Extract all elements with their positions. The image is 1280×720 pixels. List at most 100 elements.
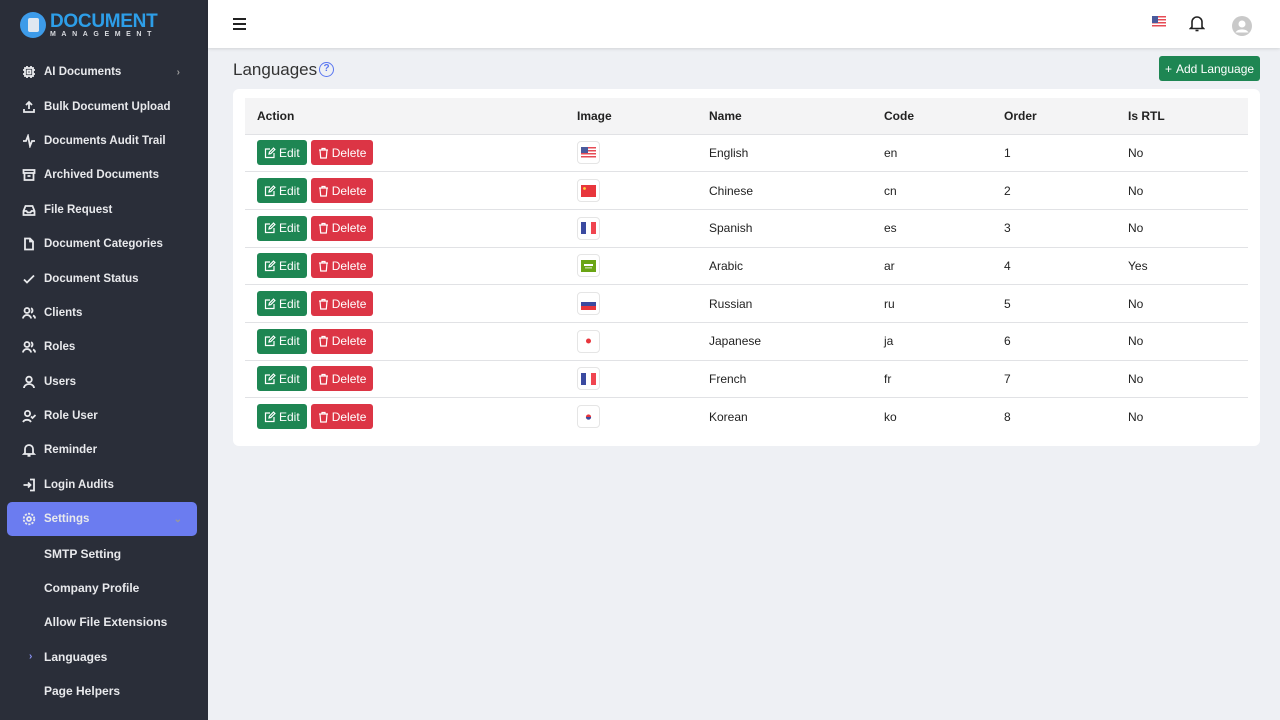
language-flag-us-icon[interactable] [1152,16,1166,28]
table-row: Edit Delete Spanish es 3 No [245,208,1248,248]
rtl-cell: No [1116,171,1248,210]
sidebar-item-label: Reminder [44,444,98,457]
delete-button[interactable]: Delete [310,140,374,166]
rtl-cell: Yes [1116,246,1248,285]
check-icon [23,274,35,284]
delete-button[interactable]: Delete [310,253,374,279]
logo-icon [20,12,46,38]
languages-card: Action Image Name Code Order Is RTL Edit Delet… [233,89,1260,446]
code-cell: ko [872,397,992,436]
sidebar-item-ai-documents[interactable]: AI Documents › [0,55,208,89]
column-header-image[interactable]: Image [565,98,697,134]
delete-button[interactable]: Delete [310,215,374,241]
delete-button[interactable]: Delete [310,328,374,354]
sidebar-item-documents-audit-trail[interactable]: Documents Audit Trail [0,124,208,158]
delete-button[interactable]: Delete [310,366,374,392]
sidebar-subitem-company-profile[interactable]: Company Profile [0,571,208,605]
table-row: Edit Delete Korean ko 8 No [245,397,1248,436]
name-cell: English [697,133,872,172]
help-icon[interactable]: ? [319,62,334,77]
sidebar-subitem-allow-file-extensions[interactable]: Allow File Extensions [0,605,208,639]
code-cell: ja [872,321,992,361]
sidebar-item-bulk-document-upload[interactable]: Bulk Document Upload [0,89,208,123]
flag-kr-icon [577,405,600,429]
sidebar-item-users[interactable]: Users [0,365,208,399]
edit-icon [264,184,276,196]
archive-icon [22,169,36,182]
trash-icon [318,298,328,310]
edit-label: Edit [279,258,300,273]
edit-label: Edit [279,409,300,424]
sidebar-item-roles[interactable]: Roles [0,330,208,364]
trash-icon [318,411,328,423]
table-row: Edit Delete English en 1 No [245,133,1248,172]
delete-button[interactable]: Delete [310,404,374,430]
column-header-action[interactable]: Action [245,98,565,134]
file-icon [24,237,34,251]
delete-label: Delete [331,409,367,424]
edit-button[interactable]: Edit [257,366,307,392]
plus-icon: + [1164,61,1172,76]
sidebar-item-login-audits[interactable]: Login Audits [0,468,208,502]
delete-label: Delete [331,145,367,160]
sidebar-item-role-user[interactable]: Role User [0,399,208,433]
delete-button[interactable]: Delete [310,291,374,317]
edit-button[interactable]: Edit [257,215,307,241]
user-check-icon [22,410,36,423]
sidebar-item-reminder[interactable]: Reminder [0,433,208,467]
sidebar-item-label: Archived Documents [44,169,160,182]
rtl-cell: No [1116,359,1248,398]
sidebar-item-label: Login Audits [44,478,114,491]
order-cell: 1 [992,133,1116,172]
edit-button[interactable]: Edit [257,178,307,204]
edit-label: Edit [279,296,300,311]
sidebar-item-file-request[interactable]: File Request [0,193,208,227]
sidebar-subitem-languages[interactable]: › Languages [0,640,208,674]
sidebar-item-label: Document Status [44,272,139,285]
column-header-name[interactable]: Name [697,98,872,134]
name-cell: Korean [697,397,872,436]
edit-button[interactable]: Edit [257,140,307,166]
avatar[interactable] [1232,16,1252,36]
order-cell: 5 [992,284,1116,323]
image-cell [565,397,697,436]
sidebar-subitem-smtp-setting[interactable]: SMTP Setting [0,536,208,570]
edit-button[interactable]: Edit [257,291,307,317]
menu-toggle-icon[interactable] [233,18,246,33]
sidebar-item-label: Roles [44,341,76,354]
column-header-order[interactable]: Order [992,98,1116,134]
action-cell: Edit Delete [245,284,565,323]
edit-button[interactable]: Edit [257,404,307,430]
name-cell: Spanish [697,208,872,248]
edit-icon [264,335,276,347]
image-cell [565,284,697,323]
sidebar-subitem-label: SMTP Setting [44,546,122,561]
edit-icon [264,222,276,234]
sidebar-subitem-page-helpers[interactable]: Page Helpers [0,674,208,708]
sidebar-subitem-label: Languages [44,649,108,664]
bell-icon [22,444,36,458]
table-row: Edit Delete French fr 7 No [245,359,1248,398]
edit-button[interactable]: Edit [257,328,307,354]
edit-button[interactable]: Edit [257,253,307,279]
add-language-button[interactable]: + Add Language [1159,56,1260,81]
sidebar-item-archived-documents[interactable]: Archived Documents [0,158,208,192]
login-icon [23,478,35,492]
flag-sa-icon [577,254,600,278]
column-header-code[interactable]: Code [872,98,992,134]
name-cell: French [697,359,872,398]
edit-icon [264,147,276,158]
sidebar-item-settings[interactable]: Settings ⌄ [7,502,197,537]
sidebar-item-document-status[interactable]: Document Status [0,261,208,295]
edit-label: Edit [279,221,300,236]
edit-icon [264,260,276,272]
bell-icon[interactable] [1189,15,1205,32]
flag-jp-icon [577,329,600,353]
logo[interactable]: DOCUMENT MANAGEMENT [20,12,158,38]
sidebar-item-document-categories[interactable]: Document Categories [0,227,208,261]
delete-button[interactable]: Delete [310,178,374,204]
sidebar-item-clients[interactable]: Clients [0,296,208,330]
sidebar-item-label: Bulk Document Upload [44,100,171,113]
column-header-is-rtl[interactable]: Is RTL [1116,98,1248,134]
chevron-down-icon: ⌄ [173,513,182,525]
